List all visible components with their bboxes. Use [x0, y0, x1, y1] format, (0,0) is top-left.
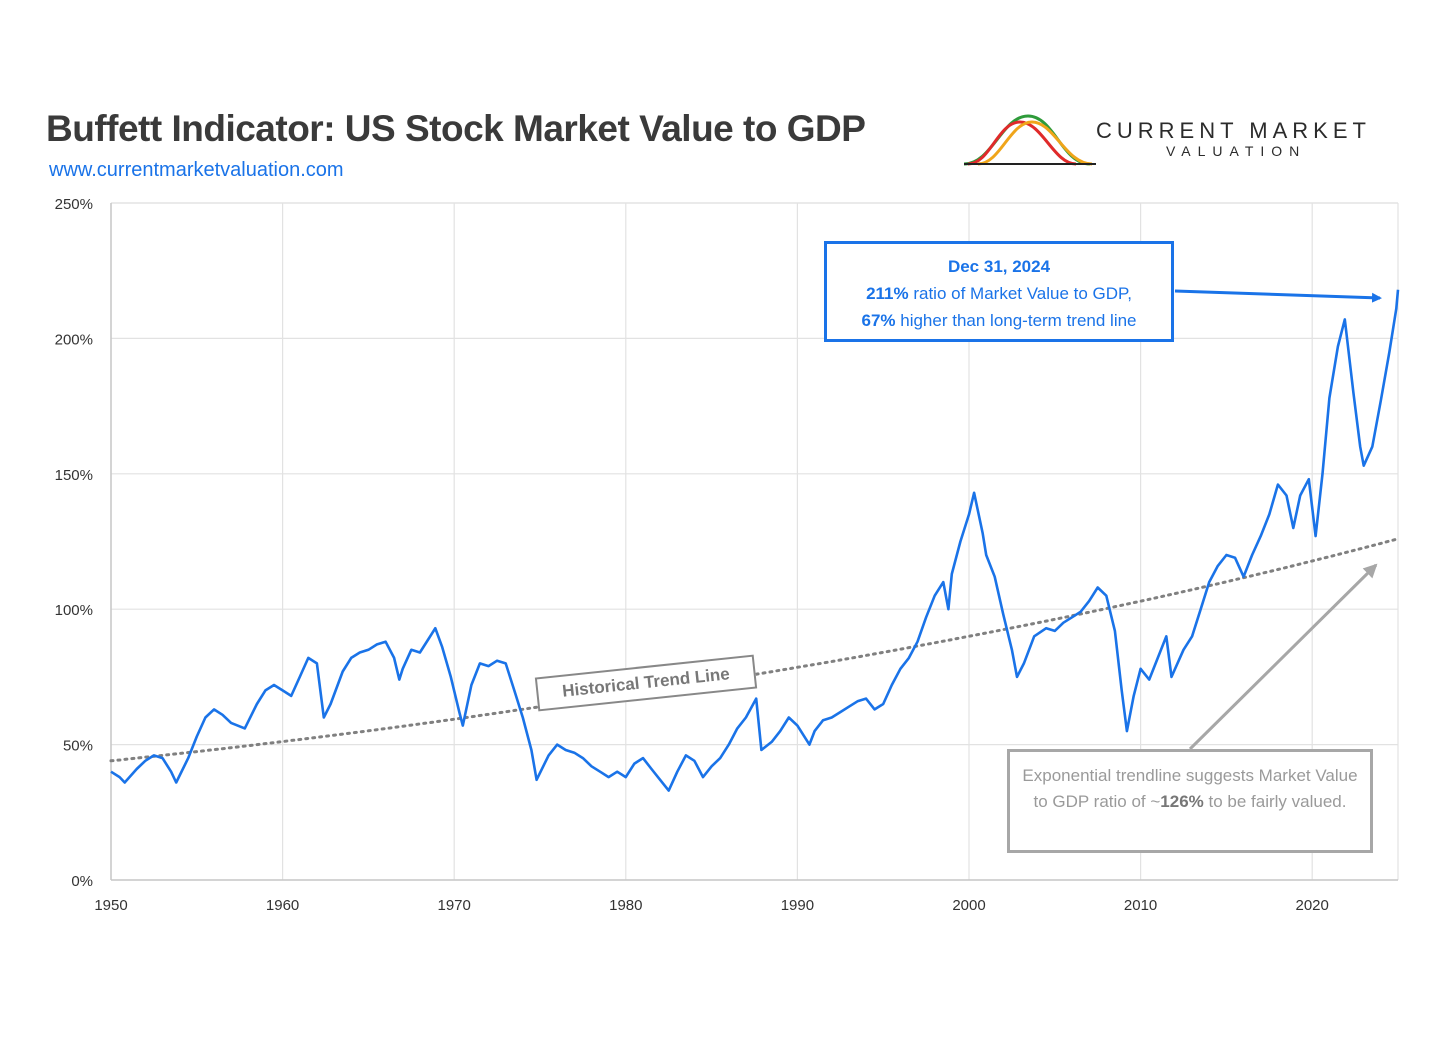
callout-pct-above: 67% — [861, 311, 896, 330]
y-tick-label: 250% — [55, 196, 93, 213]
x-tick-label: 1950 — [94, 897, 127, 914]
y-tick-label: 50% — [63, 738, 93, 755]
y-tick-label: 150% — [55, 467, 93, 484]
y-tick-label: 0% — [71, 873, 93, 890]
brand-logo: CURRENT MARKET VALUATION — [962, 108, 1402, 172]
callout-text-1: ratio of Market Value to GDP, — [913, 284, 1132, 303]
fair-value-arrow — [1188, 563, 1378, 751]
y-tick-label: 100% — [55, 602, 93, 619]
logo-text-secondary: VALUATION — [1166, 143, 1307, 159]
x-tick-label: 1990 — [781, 897, 814, 914]
y-tick-label: 200% — [55, 331, 93, 348]
x-tick-label: 2000 — [952, 897, 985, 914]
x-axis-ticks: 1950 1960 1970 1980 1990 2000 2010 2020 — [94, 897, 1329, 914]
source-url[interactable]: www.currentmarketvaluation.com — [49, 159, 344, 181]
x-tick-label: 2010 — [1124, 897, 1157, 914]
fair-value-text-2: to be fairly valued. — [1203, 792, 1347, 811]
series-layer — [110, 289, 1400, 792]
x-tick-label: 1970 — [438, 897, 471, 914]
fair-value-callout: Exponential trendline suggests Market Va… — [1007, 749, 1373, 853]
x-tick-label: 1960 — [266, 897, 299, 914]
fair-value-text-1: Exponential trendline suggests Market Va… — [1022, 766, 1358, 811]
current-value-callout: Dec 31, 2024 211% ratio of Market Value … — [824, 241, 1174, 342]
fair-value-number: 126% — [1160, 792, 1204, 811]
y-axis-ticks: 0% 50% 100% 150% 200% 250% — [55, 196, 93, 890]
chart-title: Buffett Indicator: US Stock Market Value… — [46, 108, 866, 149]
callout-text-2: higher than long-term trend line — [900, 311, 1137, 330]
bell-curves-icon — [963, 114, 1096, 166]
x-tick-label: 2020 — [1296, 897, 1329, 914]
callout-date: Dec 31, 2024 — [947, 257, 1051, 276]
current-value-arrow — [1174, 289, 1382, 303]
trend-line-layer — [109, 537, 1400, 763]
x-tick-label: 1980 — [609, 897, 642, 914]
callout-value: 211% — [866, 284, 909, 303]
logo-text-primary: CURRENT MARKET — [1096, 118, 1371, 143]
series-line — [110, 289, 1400, 792]
trend-line — [109, 537, 1400, 763]
annotation-arrows — [1174, 289, 1382, 751]
